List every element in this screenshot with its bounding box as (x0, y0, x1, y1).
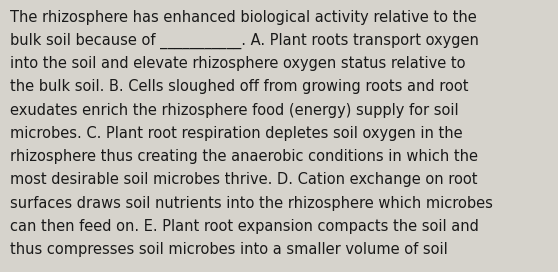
Text: microbes. C. Plant root respiration depletes soil oxygen in the: microbes. C. Plant root respiration depl… (10, 126, 463, 141)
Text: thus compresses soil microbes into a smaller volume of soil: thus compresses soil microbes into a sma… (10, 242, 448, 257)
Text: can then feed on. E. Plant root expansion compacts the soil and: can then feed on. E. Plant root expansio… (10, 219, 479, 234)
Text: bulk soil because of ___________. A. Plant roots transport oxygen: bulk soil because of ___________. A. Pla… (10, 33, 479, 49)
Text: rhizosphere thus creating the anaerobic conditions in which the: rhizosphere thus creating the anaerobic … (10, 149, 478, 164)
Text: exudates enrich the rhizosphere food (energy) supply for soil: exudates enrich the rhizosphere food (en… (10, 103, 459, 118)
Text: surfaces draws soil nutrients into the rhizosphere which microbes: surfaces draws soil nutrients into the r… (10, 196, 493, 211)
Text: The rhizosphere has enhanced biological activity relative to the: The rhizosphere has enhanced biological … (10, 10, 477, 24)
Text: into the soil and elevate rhizosphere oxygen status relative to: into the soil and elevate rhizosphere ox… (10, 56, 465, 71)
Text: the bulk soil. B. Cells sloughed off from growing roots and root: the bulk soil. B. Cells sloughed off fro… (10, 79, 469, 94)
Text: most desirable soil microbes thrive. D. Cation exchange on root: most desirable soil microbes thrive. D. … (10, 172, 478, 187)
